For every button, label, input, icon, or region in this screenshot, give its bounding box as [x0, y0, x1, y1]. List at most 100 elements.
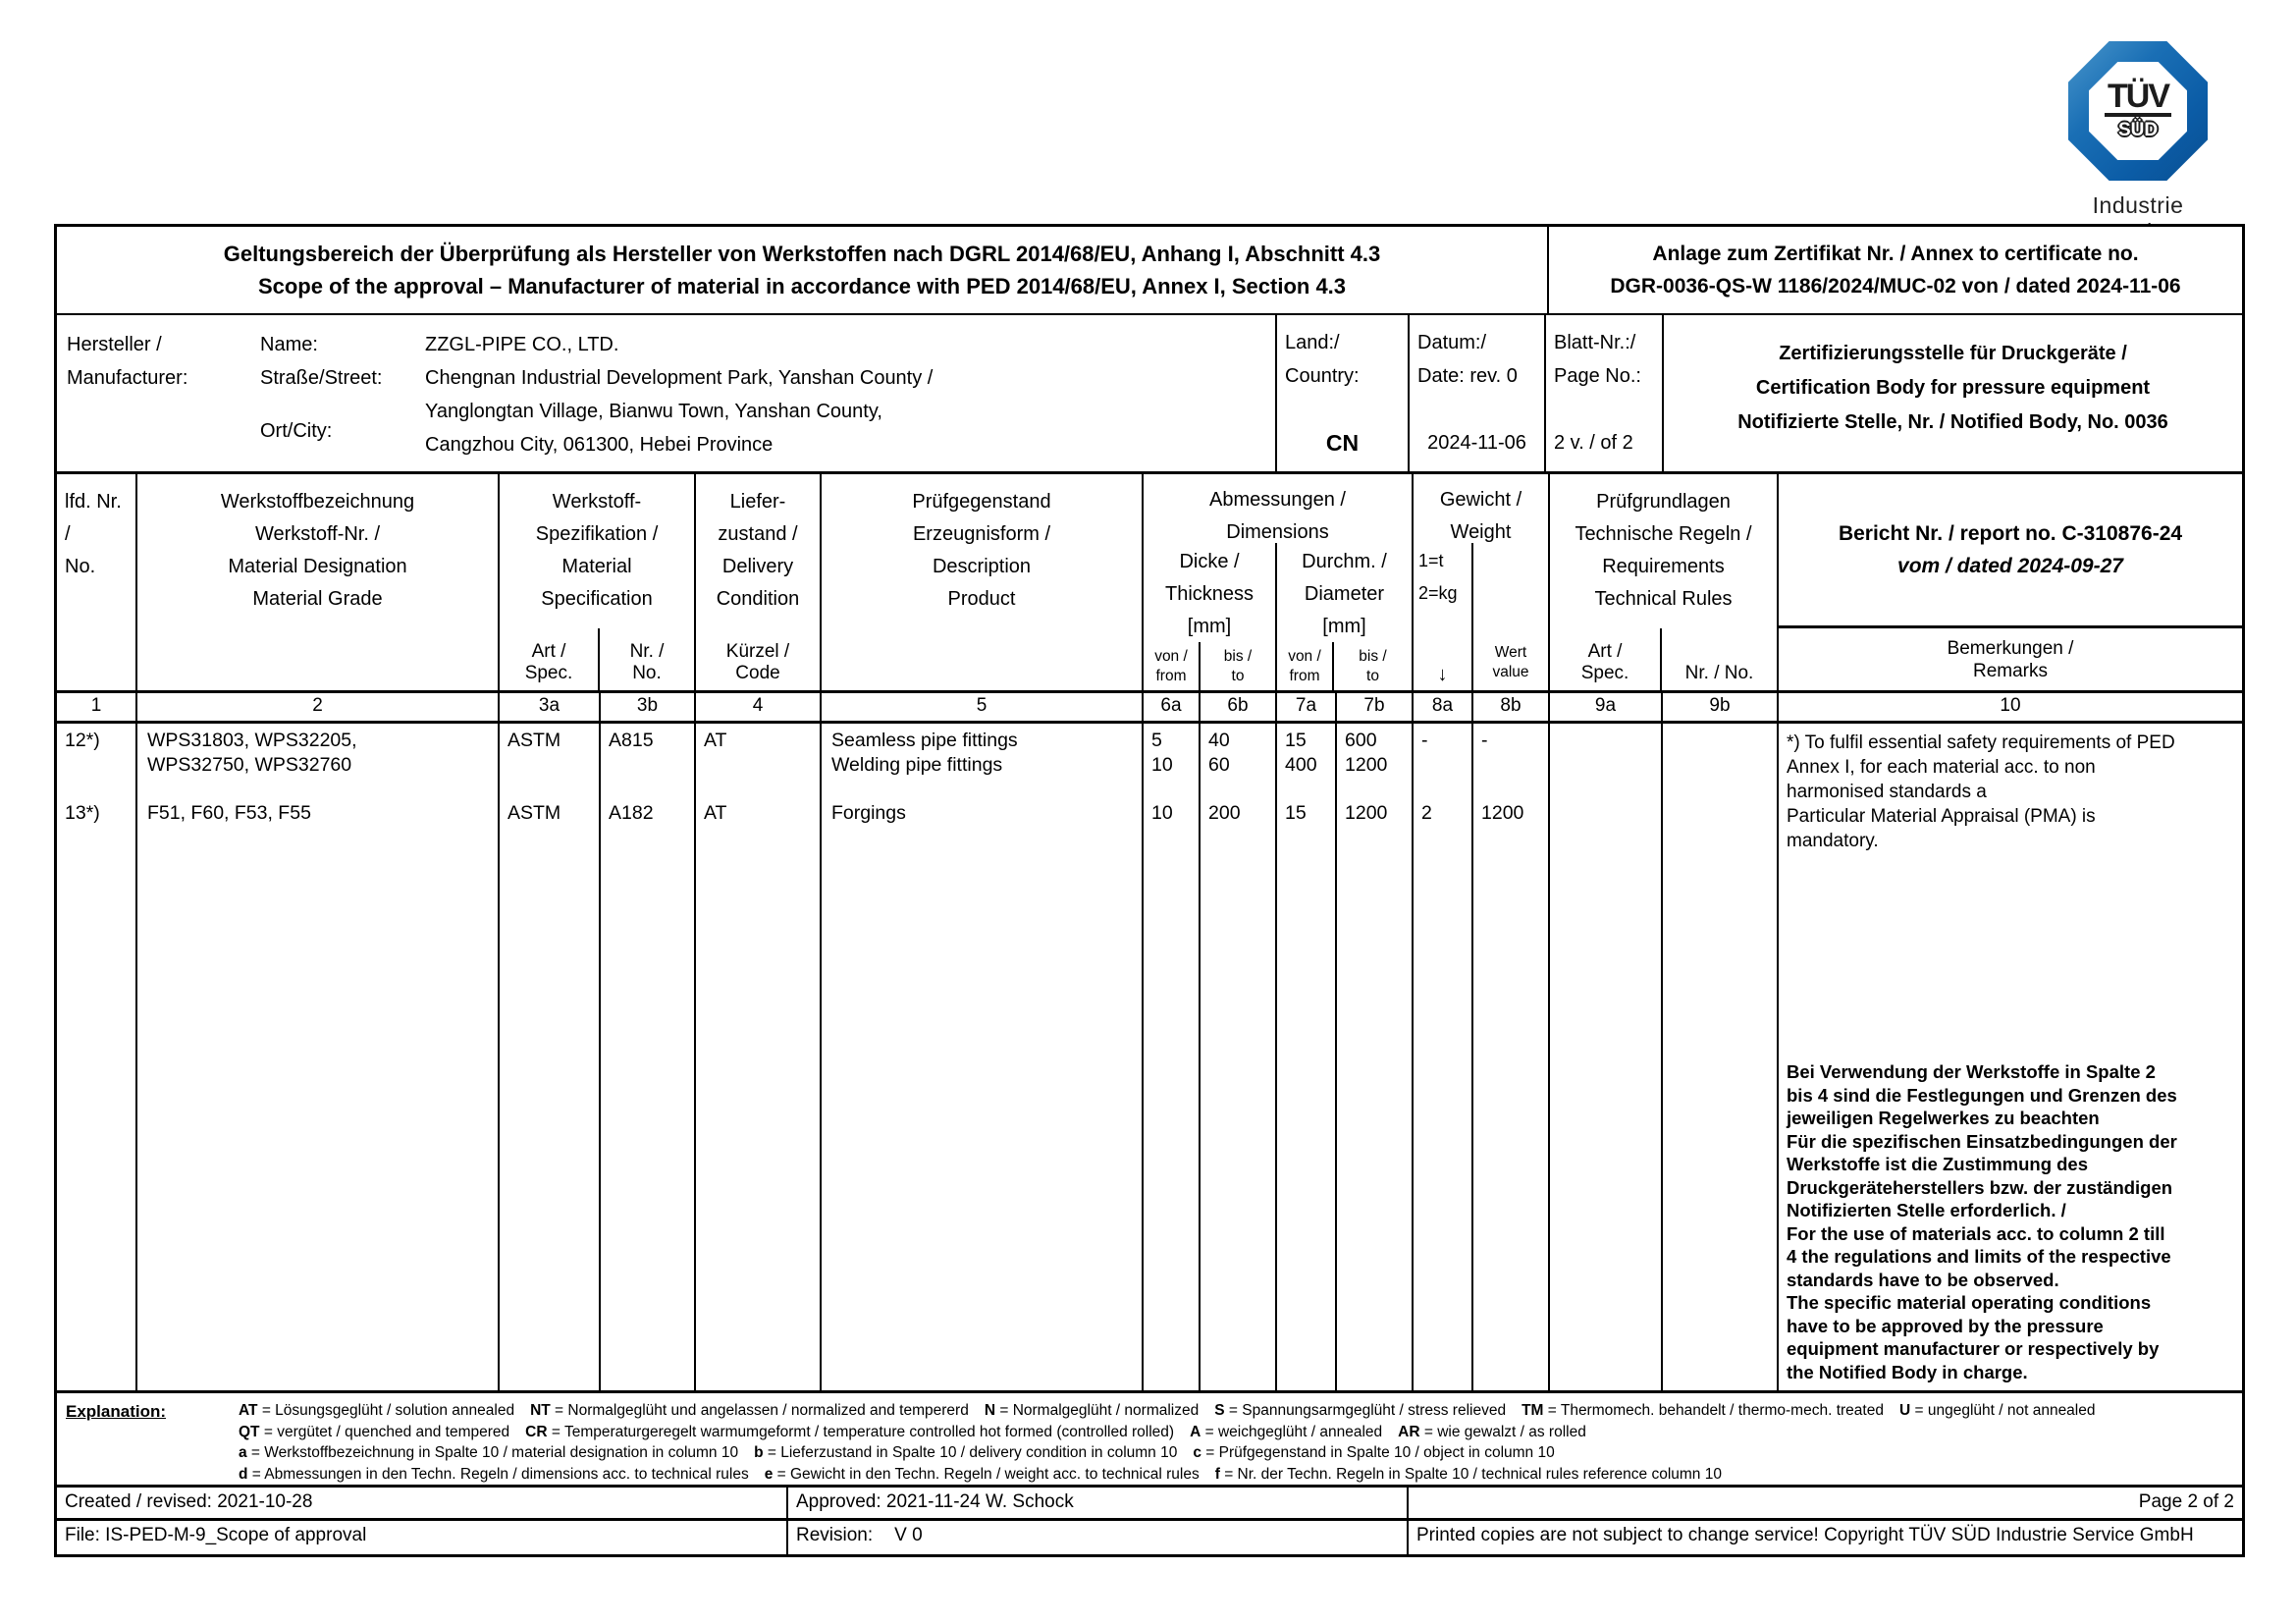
file-name: File: IS-PED-M-9_Scope of approval [57, 1521, 788, 1554]
header-thickness-to: bis / to [1223, 647, 1253, 684]
logo-sud-text: SÜD [2117, 120, 2159, 140]
header-diameter: Durchm. / Diameter [mm] von / from bis / to [1277, 543, 1412, 690]
header-rules-art: Art / Spec. [1550, 628, 1663, 690]
colno-8b: 8b [1473, 693, 1550, 721]
footer-row-2: File: IS-PED-M-9_Scope of approval Revis… [57, 1521, 2242, 1554]
report-number-line: Bericht Nr. / report no. C-310876-24 [1838, 522, 2183, 545]
header-weight-value: Wert value [1492, 644, 1529, 680]
column-number-row: 1 2 3a 3b 4 5 6a 6b 7a 7b 8a 8b 9a 9b 10 [57, 690, 2242, 724]
colno-6a: 6a [1144, 693, 1201, 721]
header-diameter-to: bis / to [1359, 647, 1387, 684]
manufacturer-block: Hersteller / Manufacturer: Name: Straße/St… [57, 315, 1277, 471]
manufacturer-row: Hersteller / Manufacturer: Name: Straße/St… [57, 315, 2242, 474]
report-date-line: vom / dated 2024-09-27 [1897, 555, 2123, 577]
created-revised: Created / revised: 2021-10-28 [57, 1488, 788, 1518]
header-rules-no: Nr. / No. [1684, 663, 1754, 683]
col-weight-value-data: - 1200 [1473, 724, 1550, 1390]
annex-number: DGR-0036-QS-W 1186/2024/MUC-02 von / dat… [1610, 275, 2181, 298]
page-no-labels: Blatt-Nr.:/Page No.: [1554, 332, 1641, 387]
country-labels: Land:/Country: [1285, 332, 1360, 387]
date-value: 2024-11-06 [1427, 432, 1526, 454]
scope-title-de: Geltungsbereich der Überprüfung als Hers… [223, 242, 1381, 266]
colno-7a: 7a [1277, 693, 1337, 721]
col-thickness-to-data: 40 60 200 [1201, 724, 1277, 1390]
header-dimensions: Abmessungen / Dimensions Dicke / Thickness… [1144, 474, 1414, 690]
date-labels: Datum:/Date: rev. 0 [1417, 332, 1518, 387]
header-report-remarks: Bericht Nr. / report no. C-310876-24 vom… [1779, 474, 2242, 690]
header-delivery-code: Kürzel / Code [725, 641, 790, 683]
col-designation-data: WPS31803, WPS32205, WPS32750, WPS32760 F5… [137, 724, 500, 1390]
annex-label: Anlage zum Zertifikat Nr. / Annex to cer… [1652, 243, 2139, 265]
certificate-document: Geltungsbereich der Überprüfung als Hers… [54, 224, 2245, 1557]
header-spec-no: Nr. / No. [629, 641, 665, 683]
col-weight-unit-data: - 2 [1414, 724, 1473, 1390]
manufacturer-field-labels: Name: Straße/Street: Ort/City: [260, 334, 383, 442]
manufacturer-label: Hersteller / Manufacturer: [67, 334, 188, 389]
header-weight-unit: 1=t 2=kg ↓ [1414, 543, 1473, 690]
explanation-label: Explanation: [66, 1402, 167, 1421]
colno-3b: 3b [601, 693, 696, 721]
certification-body: Zertifizierungsstelle für Druckgeräte / C… [1737, 343, 2168, 433]
manufacturer-values: ZZGL-PIPE CO., LTD. Chengnan Industrial D… [425, 334, 934, 456]
copyright-note: Printed copies are not subject to change… [1416, 1525, 2194, 1545]
down-arrow-icon: ↓ [1437, 664, 1448, 685]
header-thickness-from: von / from [1144, 642, 1201, 690]
logo-tuv-text: TÜV [2105, 80, 2171, 117]
header-delivery-condition: Liefer-zustand / Delivery Condition Kürzel… [696, 474, 822, 690]
header-thickness: Dicke / Thickness [mm] von / from bis / to [1144, 543, 1277, 690]
scope-title: Geltungsbereich der Überprüfung als Hers… [57, 227, 1549, 313]
col-spec-art-data: ASTM ASTM [500, 724, 601, 1390]
table-body: 12*) 13*) WPS31803, WPS32205, WPS32750, W… [57, 724, 2242, 1393]
material-use-note: Bei Verwendung der Werkstoffe in Spalte … [1787, 1061, 2177, 1382]
colno-9a: 9a [1550, 693, 1663, 721]
header-no: lfd. Nr. / No. [57, 474, 137, 690]
col-product-data: Seamless pipe fittings Welding pipe fitti… [822, 724, 1144, 1390]
tuv-octagon-icon: TÜV SÜD [2068, 41, 2208, 181]
colno-9b: 9b [1663, 693, 1779, 721]
country-value: CN [1325, 430, 1360, 456]
country-cell: Land:/Country: CN [1277, 315, 1410, 471]
colno-2: 2 [137, 693, 500, 721]
approved: Approved: 2021-11-24 W. Schock [788, 1488, 1409, 1518]
tuv-octagon-inner: TÜV SÜD [2089, 62, 2187, 160]
table-header: lfd. Nr. / No. Werkstoffbezeichnung Werksto… [57, 474, 2242, 690]
col-delivery-data: AT AT [696, 724, 822, 1390]
colno-8a: 8a [1414, 693, 1473, 721]
col-rules-no-data [1663, 724, 1779, 1390]
report-number: Bericht Nr. / report no. C-310876-24 vom… [1779, 474, 2242, 628]
colno-6b: 6b [1201, 693, 1277, 721]
header-weight: Gewicht / Weight 1=t 2=kg ↓ Wert value [1414, 474, 1550, 690]
explanation-section: Explanation: AT = Lösungsgeglüht / solut… [57, 1393, 2242, 1488]
col-diameter-from-data: 15 400 15 [1277, 724, 1337, 1390]
page-no-cell: Blatt-Nr.:/Page No.: 2 v. / of 2 [1546, 315, 1664, 471]
col-remarks-data: *) To fulfil essential safety requiremen… [1779, 724, 2242, 1390]
scope-title-en: Scope of the approval – Manufacturer of … [257, 274, 1347, 298]
col-spec-no-data: A815 A182 [601, 724, 696, 1390]
header-product: Prüfgegenstand Erzeugnisform / Description… [822, 474, 1144, 690]
colno-10: 10 [2000, 695, 2021, 716]
explanation-lines: AT = Lösungsgeglüht / solution annealed N… [239, 1402, 2096, 1483]
header-material-specification: Werkstoff- Spezifikation / Material Specifi… [500, 474, 696, 690]
pma-note: *) To fulfil essential safety requiremen… [1787, 732, 2175, 851]
page-indicator: Page 2 of 2 [2138, 1491, 2234, 1512]
colno-7b: 7b [1337, 693, 1414, 721]
date-cell: Datum:/Date: rev. 0 2024-11-06 [1410, 315, 1546, 471]
page-no-value: 2 v. / of 2 [1554, 432, 1633, 454]
revision-value: V 0 [894, 1525, 923, 1545]
colno-1: 1 [57, 693, 137, 721]
col-thickness-from-data: 5 10 10 [1144, 724, 1201, 1390]
colno-4: 4 [696, 693, 822, 721]
col-no-data: 12*) 13*) [57, 724, 137, 1390]
header-technical-rules: Prüfgrundlagen Technische Regeln / Require… [1550, 474, 1779, 690]
tuv-sud-logo: TÜV SÜD Industrie Service [2059, 41, 2216, 245]
col-rules-art-data [1550, 724, 1663, 1390]
colno-5: 5 [822, 693, 1144, 721]
footer-row-1: Created / revised: 2021-10-28 Approved: … [57, 1488, 2242, 1521]
colno-3a: 3a [500, 693, 601, 721]
header-spec-art: Art / Spec. [500, 628, 600, 690]
revision-label: Revision: [796, 1525, 874, 1545]
header-diameter-from: von / from [1277, 642, 1334, 690]
revision: Revision: V 0 [788, 1521, 1409, 1554]
annex-certificate-no: Anlage zum Zertifikat Nr. / Annex to cer… [1549, 227, 2242, 313]
